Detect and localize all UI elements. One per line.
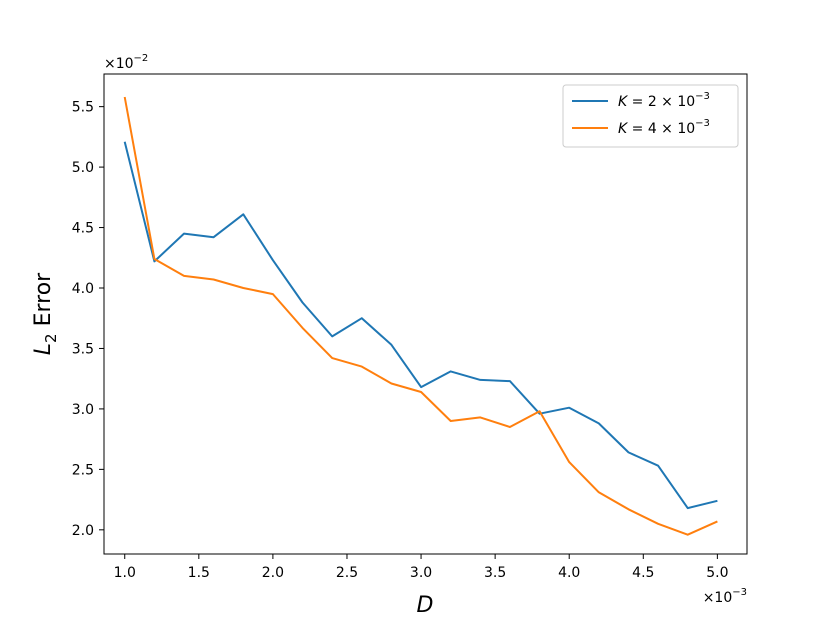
x-tick-label: 2.5 [336, 565, 358, 581]
y-tick-label: 3.0 [72, 402, 94, 418]
x-axis-label: D [417, 593, 434, 618]
x-tick-label: 4.5 [632, 565, 654, 581]
y-axis-label: L2 Error [31, 272, 60, 355]
y-tick-label: 4.5 [72, 221, 94, 237]
y-tick-label: 2.0 [72, 523, 94, 539]
series-line-k2 [123, 141, 718, 510]
plot-area [104, 74, 747, 554]
plot-frame [103, 73, 748, 555]
y-tick-label: 4.0 [72, 281, 94, 297]
y-tick-label: 5.0 [72, 160, 94, 176]
legend: K = 2 × 10−3 K = 4 × 10−3 [562, 84, 739, 148]
y-tick-label: 5.5 [72, 100, 94, 116]
y-axis-ticks: 2.0 2.5 3.0 3.5 4.0 4.5 5.0 5.5 [72, 100, 104, 539]
x-tick-label: 1.5 [188, 565, 210, 581]
series-layer [123, 96, 718, 536]
x-tick-label: 3.0 [410, 565, 432, 581]
x-offset-text: ×10−3 [703, 587, 747, 606]
x-tick-label: 2.0 [262, 565, 284, 581]
y-tick-label: 2.5 [72, 462, 94, 478]
y-offset-text: ×10−2 [104, 53, 148, 72]
series-line-k4 [123, 96, 718, 536]
x-tick-label: 4.0 [558, 565, 580, 581]
x-tick-label: 5.0 [706, 565, 728, 581]
x-tick-label: 1.0 [114, 565, 136, 581]
legend-label-k4: K = 4 × 10−3 [618, 118, 710, 137]
legend-label-k2: K = 2 × 10−3 [618, 91, 710, 110]
x-axis-ticks: 1.0 1.5 2.0 2.5 3.0 3.5 4.0 4.5 5.0 [114, 554, 729, 581]
y-tick-label: 3.5 [72, 341, 94, 357]
x-tick-label: 3.5 [484, 565, 506, 581]
